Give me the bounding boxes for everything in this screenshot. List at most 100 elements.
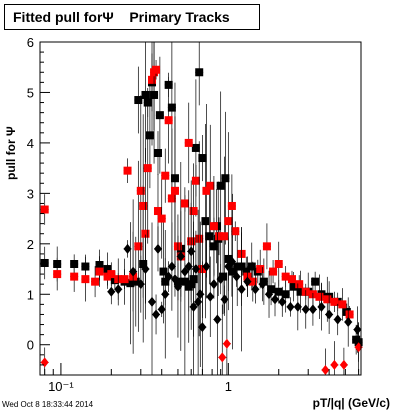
black-diamond-point <box>293 301 302 312</box>
black-square-point <box>205 232 214 241</box>
red-diamond-point <box>218 352 227 363</box>
black-diamond-point <box>123 243 132 254</box>
red-diamond-point <box>330 359 339 370</box>
black-diamond-point <box>164 271 173 282</box>
red-square-point <box>295 280 304 289</box>
black-diamond-point <box>206 291 215 302</box>
y-tick-label: 4 <box>27 136 34 151</box>
black-diamond-point <box>184 261 193 272</box>
black-diamond-point <box>220 294 229 305</box>
red-square-point <box>161 171 170 180</box>
black-diamond-point <box>129 266 138 277</box>
red-square-point <box>95 267 104 276</box>
black-square-point <box>153 149 162 157</box>
black-square-point <box>159 267 168 276</box>
red-square-point <box>123 166 132 175</box>
black-diamond-point <box>173 281 182 292</box>
red-square-point <box>189 207 198 216</box>
red-square-point <box>195 234 204 243</box>
black-diamond-point <box>308 304 317 315</box>
data-marks <box>40 42 363 375</box>
red-square-point <box>215 232 224 241</box>
black-square-point <box>281 290 290 299</box>
red-square-point <box>281 272 290 281</box>
black-diamond-point <box>353 324 362 335</box>
red-square-point <box>269 267 278 276</box>
black-diamond-point <box>344 317 353 328</box>
black-diamond-point <box>167 261 176 272</box>
black-diamond-point <box>153 243 162 254</box>
red-square-point <box>315 292 324 301</box>
red-square-point <box>220 232 229 241</box>
black-diamond-point <box>325 309 334 320</box>
red-square-point <box>164 116 173 125</box>
black-square-point <box>296 287 305 296</box>
red-square-point <box>202 186 211 195</box>
black-diamond-point <box>213 314 222 325</box>
red-square-point <box>180 199 189 208</box>
black-diamond-point <box>148 296 157 307</box>
red-square-point <box>120 275 129 284</box>
red-square-point <box>141 229 150 238</box>
black-square-point <box>247 262 256 271</box>
red-square-point <box>287 275 296 284</box>
y-tick-label: 5 <box>27 85 34 100</box>
red-square-point <box>152 65 161 74</box>
red-square-point <box>330 297 339 306</box>
red-diamond-point <box>40 357 49 368</box>
black-diamond-point <box>258 279 267 290</box>
red-square-point <box>191 176 200 185</box>
black-diamond-point <box>232 271 241 282</box>
red-square-point <box>338 300 347 309</box>
red-diamond-point <box>339 359 348 370</box>
plot-frame <box>39 41 362 376</box>
red-square-point <box>136 186 145 195</box>
black-square-point <box>221 174 230 183</box>
black-diamond-point <box>107 286 116 297</box>
red-square-point <box>148 75 157 84</box>
black-square-point <box>201 217 210 226</box>
black-square-point <box>145 131 154 140</box>
red-square-point <box>53 270 62 279</box>
red-square-point <box>227 201 236 210</box>
black-square-point <box>180 277 189 286</box>
black-square-point <box>242 267 251 276</box>
black-diamond-point <box>286 301 295 312</box>
red-diamond-point <box>222 338 231 349</box>
red-square-point <box>157 214 166 223</box>
y-tick-label: 6 <box>27 35 34 50</box>
red-square-point <box>323 295 332 304</box>
y-tick-label: 0 <box>27 338 34 353</box>
red-square-point <box>167 194 176 203</box>
black-diamond-point <box>265 289 274 300</box>
red-square-point <box>107 270 116 279</box>
y-tick-label: 1 <box>27 287 34 302</box>
black-diamond-point <box>243 276 252 287</box>
y-tick-label: 3 <box>27 186 34 201</box>
black-square-point <box>289 282 298 291</box>
red-square-point <box>40 205 49 214</box>
black-square-point <box>131 277 140 286</box>
black-square-point <box>134 96 143 105</box>
red-square-point <box>81 275 90 284</box>
timestamp: Wed Oct 8 18:33:44 2014 <box>2 400 94 409</box>
black-diamond-point <box>187 246 196 257</box>
x-tick-label: 1 <box>225 379 232 394</box>
red-square-point <box>231 227 240 236</box>
black-diamond-point <box>237 284 246 295</box>
red-square-point <box>206 181 215 190</box>
red-square-point <box>184 138 193 147</box>
black-square-point <box>228 267 237 276</box>
black-square-point <box>311 277 320 286</box>
black-diamond-point <box>278 296 287 307</box>
black-diamond-point <box>114 284 123 295</box>
red-square-point <box>209 222 218 231</box>
black-diamond-point <box>161 289 170 300</box>
red-square-point <box>345 310 354 319</box>
black-square-point <box>267 285 276 294</box>
red-square-point <box>224 217 233 226</box>
black-diamond-point <box>198 322 207 333</box>
black-diamond-point <box>317 301 326 312</box>
black-square-point <box>191 143 200 152</box>
